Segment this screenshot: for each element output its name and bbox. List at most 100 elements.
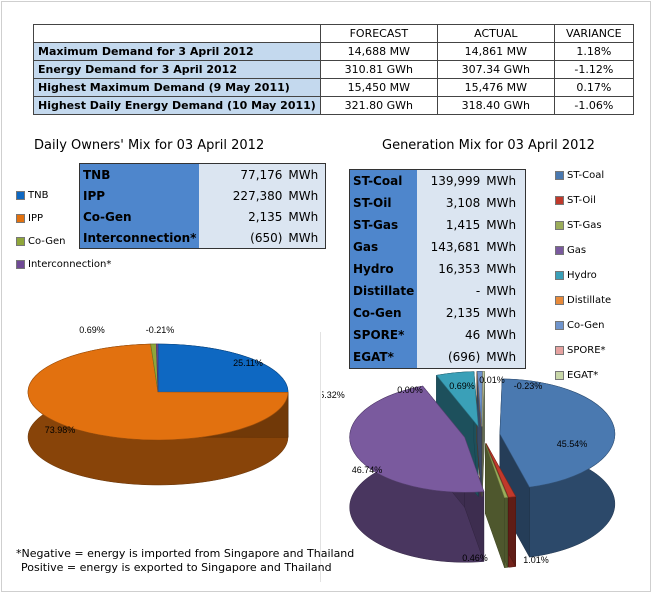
gen-row: ST-Oil 3,108 MWh — [349, 192, 526, 214]
summary-forecast: 14,688 MW — [319, 42, 438, 61]
owners-mix-title: Daily Owners' Mix for 03 April 2012 — [34, 138, 265, 153]
legend-label: Distillate — [567, 295, 612, 306]
summary-row: Highest Maximum Demand (9 May 2011) 15,4… — [33, 78, 634, 97]
gen-label: Distillate — [349, 280, 418, 302]
pie-slice-ipp — [27, 343, 289, 441]
gen-slice-label: 0.46% — [462, 553, 488, 563]
owners-legend: TNB IPP Co-Gen Interconnection* — [16, 190, 136, 280]
gen-value: 3,108 — [417, 192, 484, 214]
gen-unit: MWh — [483, 280, 526, 302]
owners-slice-label: 25.11% — [233, 358, 263, 368]
gen-row: Distillate - MWh — [349, 280, 526, 302]
footnote: *Negative = energy is imported from Sing… — [16, 547, 354, 575]
gen-slice-label: 0.69% — [449, 381, 475, 391]
gen-slice-label: 45.54% — [557, 439, 588, 449]
gen-row: Hydro 16,353 MWh — [349, 258, 526, 280]
legend-label: IPP — [28, 213, 44, 224]
summary-forecast: 321.80 GWh — [319, 96, 438, 115]
legend-swatch — [555, 245, 564, 255]
summary-table: FORECAST ACTUAL VARIANCE Maximum Demand … — [33, 24, 634, 115]
summary-forecast: 15,450 MW — [319, 78, 438, 97]
legend-label: EGAT* — [567, 370, 599, 381]
summary-actual: 14,861 MW — [436, 42, 555, 61]
summary-header-actual: ACTUAL — [436, 24, 555, 43]
summary-row-label: Maximum Demand for 3 April 2012 — [33, 42, 321, 61]
gen-slice-label: 46.74% — [352, 465, 383, 475]
owners-value: 227,380 — [199, 185, 286, 206]
gen-value: - — [417, 280, 484, 302]
gen-value: 46 — [417, 324, 484, 346]
owners-value: 2,135 — [199, 206, 286, 227]
legend-item: ST-Oil — [555, 195, 596, 206]
gen-unit: MWh — [483, 169, 526, 192]
gen-label: Gas — [349, 236, 418, 258]
gen-slice-label: 0.00% — [397, 385, 423, 395]
legend-swatch — [555, 295, 564, 305]
gen-unit: MWh — [483, 236, 526, 258]
pie-slice-co-gen — [476, 371, 483, 427]
gen-label: EGAT* — [349, 346, 418, 369]
summary-actual: 15,476 MW — [436, 78, 555, 97]
summary-variance: 0.17% — [553, 78, 634, 97]
gen-value: 1,415 — [417, 214, 484, 236]
legend-swatch — [555, 370, 564, 380]
legend-swatch — [555, 220, 564, 230]
summary-actual: 318.40 GWh — [436, 96, 555, 115]
gen-unit: MWh — [483, 192, 526, 214]
gen-unit: MWh — [483, 324, 526, 346]
legend-swatch — [16, 259, 25, 269]
owners-row: TNB 77,176 MWh — [79, 163, 326, 185]
gen-unit: MWh — [483, 302, 526, 324]
owners-value: 77,176 — [199, 163, 286, 185]
owners-row: Interconnection* (650) MWh — [79, 227, 326, 249]
gen-row: EGAT* (696) MWh — [349, 346, 526, 369]
owners-unit: MWh — [285, 227, 326, 249]
owners-row: IPP 227,380 MWh — [79, 185, 326, 206]
gen-row: Co-Gen 2,135 MWh — [349, 302, 526, 324]
gen-slice-label: 1.01% — [523, 555, 549, 565]
section-divider — [320, 332, 321, 582]
generation-pie-chart: 45.54% 1.01% 0.46% 46.74% 5.32% 0.00% 0.69% 0.0… — [322, 371, 616, 568]
pie-slice-interconnection- — [155, 343, 159, 393]
legend-label: Co-Gen — [567, 320, 605, 331]
legend-label: Interconnection* — [28, 259, 112, 270]
footnote-line-2: Positive = energy is exported to Singapo… — [21, 561, 332, 574]
owners-pie-chart: 25.11% 73.98% 0.69% -0.21% — [27, 325, 289, 486]
legend-label: Hydro — [567, 270, 597, 281]
owners-slice-label: 0.69% — [79, 325, 105, 335]
gen-value: 16,353 — [417, 258, 484, 280]
owners-label: IPP — [79, 185, 200, 206]
legend-label: SPORE* — [567, 345, 606, 356]
gen-slice-label: -0.23% — [514, 381, 543, 391]
footnote-line-1: *Negative = energy is imported from Sing… — [16, 547, 355, 560]
gen-row: ST-Coal 139,999 MWh — [349, 169, 526, 192]
pie-slice-egat- — [481, 371, 485, 427]
legend-label: ST-Oil — [567, 195, 596, 206]
gen-value: 2,135 — [417, 302, 484, 324]
legend-item: IPP — [16, 213, 43, 224]
gen-unit: MWh — [483, 346, 526, 369]
legend-label: Gas — [567, 245, 587, 256]
legend-item: SPORE* — [555, 345, 606, 356]
legend-swatch — [555, 270, 564, 280]
legend-swatch — [555, 345, 564, 355]
owners-slice-label: 73.98% — [45, 425, 76, 435]
summary-row-label: Highest Daily Energy Demand (10 May 2011… — [33, 96, 321, 115]
owners-value: (650) — [199, 227, 286, 249]
owners-mix-table: TNB 77,176 MWh IPP 227,380 MWh Co-Gen 2,… — [79, 163, 327, 249]
legend-item: ST-Gas — [555, 220, 602, 231]
owners-row: Co-Gen 2,135 MWh — [79, 206, 326, 227]
gen-value: 143,681 — [417, 236, 484, 258]
legend-item: TNB — [16, 190, 48, 201]
gen-label: Hydro — [349, 258, 418, 280]
legend-item: Distillate — [555, 295, 611, 306]
legend-label: TNB — [28, 190, 49, 201]
summary-variance: -1.12% — [553, 60, 634, 79]
gen-row: Gas 143,681 MWh — [349, 236, 526, 258]
legend-item: Interconnection* — [16, 259, 111, 270]
gen-label: SPORE* — [349, 324, 418, 346]
legend-swatch — [555, 170, 564, 180]
gen-unit: MWh — [483, 214, 526, 236]
summary-variance: 1.18% — [553, 42, 634, 61]
legend-item: Co-Gen — [16, 236, 66, 247]
